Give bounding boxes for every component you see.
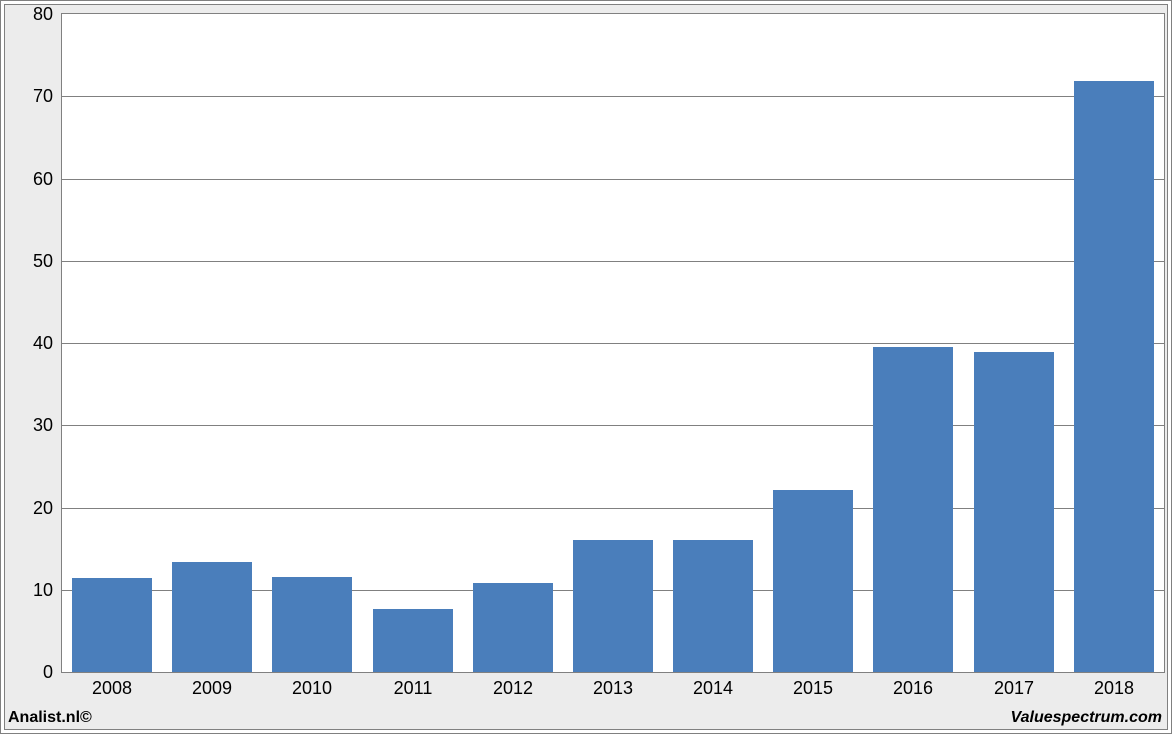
x-tick-label: 2012 [463, 678, 563, 699]
x-tick-label: 2011 [363, 678, 463, 699]
y-tick-label: 30 [7, 415, 53, 436]
bar [773, 490, 853, 672]
bar [172, 562, 252, 672]
gridline-horizontal [62, 261, 1164, 262]
bar [373, 609, 453, 672]
bar [974, 352, 1054, 672]
x-tick-label: 2017 [964, 678, 1064, 699]
bar [673, 540, 753, 672]
gridline-horizontal [62, 343, 1164, 344]
attribution-right: Valuespectrum.com [1011, 709, 1162, 727]
x-tick-label: 2013 [563, 678, 663, 699]
bar [272, 577, 352, 672]
y-tick-label: 20 [7, 498, 53, 519]
chart-outer-frame: Analist.nl© Valuespectrum.com 0 10 20 30 40 5… [0, 0, 1172, 734]
bar [473, 583, 553, 672]
y-tick-label: 0 [7, 662, 53, 683]
y-tick-label: 40 [7, 333, 53, 354]
y-tick-label: 10 [7, 580, 53, 601]
bar [1074, 81, 1154, 672]
bar [873, 347, 953, 672]
y-tick-label: 60 [7, 169, 53, 190]
x-tick-label: 2009 [162, 678, 262, 699]
bar [72, 578, 152, 672]
x-tick-label: 2016 [863, 678, 963, 699]
x-tick-label: 2018 [1064, 678, 1164, 699]
x-tick-label: 2014 [663, 678, 763, 699]
x-tick-label: 2010 [262, 678, 362, 699]
gridline-horizontal [62, 96, 1164, 97]
y-tick-label: 50 [7, 251, 53, 272]
attribution-left: Analist.nl© [8, 709, 92, 727]
chart-inner-frame: Analist.nl© Valuespectrum.com 0 10 20 30 40 5… [4, 4, 1168, 730]
x-tick-label: 2008 [62, 678, 162, 699]
x-tick-label: 2015 [763, 678, 863, 699]
bar [573, 540, 653, 672]
y-tick-label: 70 [7, 86, 53, 107]
y-tick-label: 80 [7, 4, 53, 25]
gridline-horizontal [62, 179, 1164, 180]
